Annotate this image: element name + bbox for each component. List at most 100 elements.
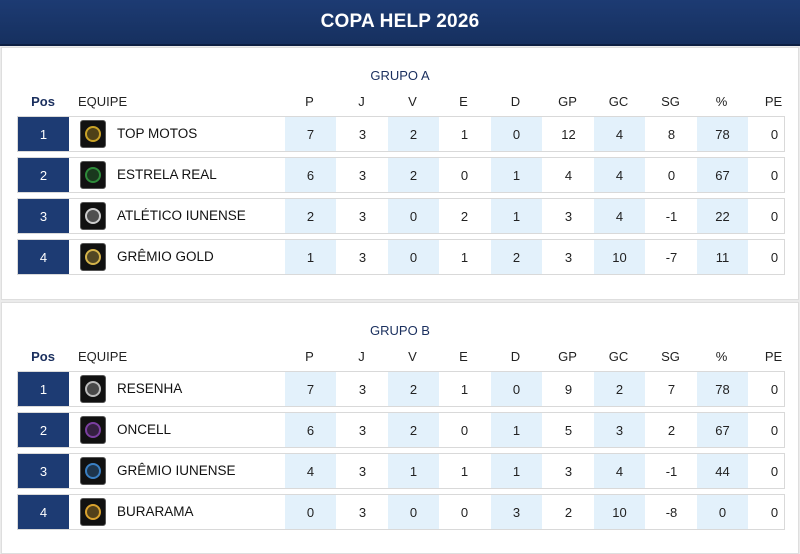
stat-cell: 2: [388, 158, 439, 192]
stat-cell: 0: [388, 240, 439, 274]
stat-cell: 4: [594, 454, 645, 488]
stat-cell: 11: [697, 240, 748, 274]
stat-cell: 5: [564, 422, 573, 438]
column-header-6: GC: [608, 94, 629, 109]
stat-cell: 0: [770, 249, 779, 265]
team-name: TOP MOTOS: [117, 126, 198, 141]
table-row[interactable]: 4 GRÊMIO GOLD 1 3 0 1 2 3 10 -7 11 0: [17, 239, 785, 275]
team-badge-icon: [80, 120, 106, 148]
stat-cell: 0: [667, 167, 676, 183]
position-cell: 1: [18, 372, 69, 406]
badge-emblem-icon: [85, 249, 101, 265]
stat-cell: 1: [460, 249, 469, 265]
column-header-team: EQUIPE: [78, 349, 128, 364]
team-name: BURARAMA: [117, 504, 194, 519]
team-badge-icon: [80, 416, 106, 444]
table-row[interactable]: 1 TOP MOTOS 7 3 2 1 0 12 4 8 78 0: [17, 116, 785, 152]
stat-cell: 0: [770, 463, 779, 479]
team-badge-icon: [80, 202, 106, 230]
stat-cell: 3: [358, 422, 367, 438]
stat-cell: 2: [594, 372, 645, 406]
column-header-9: PE: [764, 349, 783, 364]
stat-cell: 78: [697, 372, 748, 406]
stat-cell: 4: [594, 199, 645, 233]
stat-cell: 10: [594, 495, 645, 529]
column-header-pos: Pos: [31, 94, 55, 109]
team-name: GRÊMIO GOLD: [117, 249, 214, 264]
position-cell: 1: [18, 117, 69, 151]
stat-cell: 2: [388, 372, 439, 406]
column-header-0: P: [305, 94, 314, 109]
stat-cell: 2: [388, 117, 439, 151]
stat-cell: 3: [358, 504, 367, 520]
table-row[interactable]: 1 RESENHA 7 3 2 1 0 9 2 7 78 0: [17, 371, 785, 407]
team-badge-icon: [80, 243, 106, 271]
column-header-team: EQUIPE: [78, 94, 128, 109]
stat-cell: 0: [460, 167, 469, 183]
group-b-panel: GRUPO B Pos EQUIPE P J V E D GP GC SG% PE 1 RESENHA 7 3…: [1, 302, 799, 554]
stat-cell: 0: [770, 504, 779, 520]
column-header-1: J: [358, 349, 365, 364]
team-name: GRÊMIO IUNENSE: [117, 463, 236, 478]
stat-cell: 7: [285, 372, 336, 406]
stat-cell: 3: [358, 167, 367, 183]
stat-cell: -7: [665, 249, 678, 265]
stat-cell: 10: [594, 240, 645, 274]
stat-cell: 7: [667, 381, 676, 397]
team-badge-icon: [80, 457, 106, 485]
column-header-7: SG: [661, 349, 680, 364]
stat-cell: 1: [460, 381, 469, 397]
team-name: RESENHA: [117, 381, 183, 396]
column-header-3: E: [459, 94, 468, 109]
stat-cell: 0: [388, 495, 439, 529]
stat-cell: 0: [491, 372, 542, 406]
stat-cell: 0: [770, 167, 779, 183]
stat-cell: 1: [491, 413, 542, 447]
column-header-1: J: [358, 94, 365, 109]
stat-cell: 44: [697, 454, 748, 488]
stat-cell: 0: [388, 199, 439, 233]
team-badge-icon: [80, 161, 106, 189]
stat-cell: 0: [770, 381, 779, 397]
stat-cell: 3: [564, 249, 573, 265]
table-row[interactable]: 2 ONCELL 6 3 2 0 1 5 3 2 67 0: [17, 412, 785, 448]
stat-cell: 1: [285, 240, 336, 274]
stat-cell: 1: [460, 463, 469, 479]
position-cell: 3: [18, 199, 69, 233]
table-row[interactable]: 4 BURARAMA 0 3 0 0 3 2 10 -8 0 0: [17, 494, 785, 530]
table-row[interactable]: 3 ATLÉTICO IUNENSE 2 3 0 2 1 3 4 -1 22 0: [17, 198, 785, 234]
table-row[interactable]: 2 ESTRELA REAL 6 3 2 0 1 4 4 0 67 0: [17, 157, 785, 193]
stat-cell: 0: [460, 422, 469, 438]
badge-emblem-icon: [85, 381, 101, 397]
column-header-8: %: [715, 94, 728, 109]
stat-cell: 78: [697, 117, 748, 151]
position-cell: 2: [18, 413, 69, 447]
stat-cell: 4: [564, 167, 573, 183]
page-title: COPA HELP 2026: [320, 11, 480, 32]
stat-cell: 0: [491, 117, 542, 151]
stat-cell: 2: [564, 504, 573, 520]
position-cell: 4: [18, 240, 69, 274]
stat-cell: 4: [594, 117, 645, 151]
team-name: ATLÉTICO IUNENSE: [117, 208, 246, 223]
column-header-2: V: [408, 349, 417, 364]
position-cell: 3: [18, 454, 69, 488]
stat-cell: 3: [358, 381, 367, 397]
stat-cell: 4: [594, 158, 645, 192]
stat-cell: 6: [285, 158, 336, 192]
badge-emblem-icon: [85, 167, 101, 183]
stat-cell: 1: [491, 158, 542, 192]
stat-cell: 4: [285, 454, 336, 488]
column-header-7: SG: [661, 94, 680, 109]
stat-cell: 67: [697, 413, 748, 447]
stat-cell: 3: [564, 208, 573, 224]
column-header-2: V: [408, 94, 417, 109]
column-header-8: %: [715, 349, 728, 364]
stat-cell: 1: [460, 126, 469, 142]
table-row[interactable]: 3 GRÊMIO IUNENSE 4 3 1 1 1 3 4 -1 44 0: [17, 453, 785, 489]
stat-cell: 8: [667, 126, 676, 142]
position-cell: 4: [18, 495, 69, 529]
group-a-panel: GRUPO A Pos EQUIPE P J V E D GP GC SG% PE 1 TOP MOTOS…: [1, 47, 799, 300]
stat-cell: 7: [285, 117, 336, 151]
group-title: GRUPO A: [370, 68, 430, 83]
